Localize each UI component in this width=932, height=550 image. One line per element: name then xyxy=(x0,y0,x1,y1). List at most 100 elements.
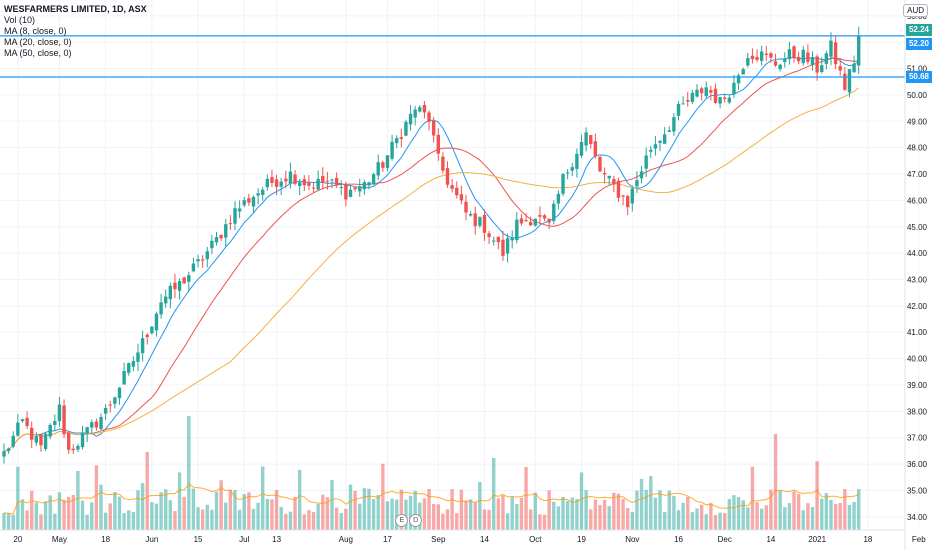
candle[interactable] xyxy=(542,213,547,222)
candles[interactable] xyxy=(2,26,861,464)
currency-button[interactable]: AUD xyxy=(903,4,928,17)
candle[interactable] xyxy=(48,423,52,440)
candle[interactable] xyxy=(727,94,732,104)
candle[interactable] xyxy=(200,255,205,268)
candle[interactable] xyxy=(829,32,833,66)
candle[interactable] xyxy=(602,167,607,184)
candle[interactable] xyxy=(214,232,219,246)
candle[interactable] xyxy=(723,94,727,103)
candle[interactable] xyxy=(672,113,676,136)
candle[interactable] xyxy=(127,362,131,376)
candle[interactable] xyxy=(321,167,325,190)
candle[interactable] xyxy=(71,444,75,454)
candle[interactable] xyxy=(408,105,413,131)
candle[interactable] xyxy=(690,89,695,105)
candle[interactable] xyxy=(584,127,588,152)
candle[interactable] xyxy=(76,443,80,453)
candle[interactable] xyxy=(237,200,242,219)
candle[interactable] xyxy=(293,170,297,186)
candle[interactable] xyxy=(570,162,574,177)
candle[interactable] xyxy=(154,311,159,337)
candle[interactable] xyxy=(473,206,477,235)
candle[interactable] xyxy=(764,45,768,62)
candle[interactable] xyxy=(431,117,436,143)
candle[interactable] xyxy=(556,190,561,210)
candle[interactable] xyxy=(824,50,829,70)
earnings-event-icon[interactable]: E xyxy=(395,514,409,527)
candle[interactable] xyxy=(801,45,805,66)
candle[interactable] xyxy=(90,419,94,435)
candle[interactable] xyxy=(145,332,149,345)
candle[interactable] xyxy=(274,174,279,196)
candle[interactable] xyxy=(164,289,168,308)
candle[interactable] xyxy=(57,396,62,427)
candle[interactable] xyxy=(704,81,708,99)
candle[interactable] xyxy=(196,254,200,268)
candle[interactable] xyxy=(450,179,454,193)
candle[interactable] xyxy=(695,84,699,98)
candle[interactable] xyxy=(233,201,237,231)
candle[interactable] xyxy=(616,177,621,202)
candle[interactable] xyxy=(136,343,140,371)
candle[interactable] xyxy=(251,195,256,213)
candle[interactable] xyxy=(746,52,750,68)
candle[interactable] xyxy=(436,128,440,161)
candle[interactable] xyxy=(787,41,792,65)
candle[interactable] xyxy=(496,236,501,250)
candle[interactable] xyxy=(792,45,796,63)
candle[interactable] xyxy=(381,160,385,172)
candle[interactable] xyxy=(247,193,251,206)
candle[interactable] xyxy=(418,105,422,113)
candle[interactable] xyxy=(242,196,246,208)
candle[interactable] xyxy=(53,414,57,431)
candle[interactable] xyxy=(524,213,528,222)
candle[interactable] xyxy=(413,106,417,126)
candle[interactable] xyxy=(94,418,99,431)
candle[interactable] xyxy=(676,101,681,121)
candle[interactable] xyxy=(699,86,704,101)
horizontal-lines[interactable] xyxy=(0,35,905,78)
candle[interactable] xyxy=(820,57,824,74)
candle[interactable] xyxy=(815,54,819,81)
candle[interactable] xyxy=(838,58,842,76)
candle[interactable] xyxy=(713,83,718,104)
candle[interactable] xyxy=(810,51,815,71)
candle[interactable] xyxy=(385,155,390,172)
candle[interactable] xyxy=(709,85,713,101)
candle[interactable] xyxy=(741,67,745,75)
candle[interactable] xyxy=(547,218,551,230)
candle[interactable] xyxy=(302,175,306,191)
candle[interactable] xyxy=(658,140,662,152)
candle[interactable] xyxy=(108,400,112,413)
candle[interactable] xyxy=(339,180,343,196)
candle[interactable] xyxy=(150,326,154,335)
price-axis[interactable]: 34.00 35.00 36.00 37.00 38.00 39.00 40.00 41.00… xyxy=(904,0,928,550)
indicator-ma8[interactable]: MA (8, close, 0) xyxy=(4,26,67,36)
candle[interactable] xyxy=(103,404,108,420)
candle[interactable] xyxy=(639,165,644,184)
candle[interactable] xyxy=(528,216,533,227)
candle[interactable] xyxy=(25,411,29,430)
candle[interactable] xyxy=(173,273,177,299)
candle[interactable] xyxy=(353,186,357,192)
candle[interactable] xyxy=(395,135,399,149)
candle[interactable] xyxy=(399,128,404,148)
candle[interactable] xyxy=(598,156,602,172)
candle[interactable] xyxy=(256,188,260,205)
candle[interactable] xyxy=(538,206,542,225)
candle[interactable] xyxy=(390,134,394,161)
candle[interactable] xyxy=(667,126,671,132)
candle[interactable] xyxy=(362,179,367,195)
candle[interactable] xyxy=(131,356,136,372)
candle[interactable] xyxy=(621,194,625,206)
candle[interactable] xyxy=(348,185,353,198)
candle[interactable] xyxy=(468,211,473,217)
candle[interactable] xyxy=(459,185,464,205)
candle[interactable] xyxy=(565,169,570,180)
candle[interactable] xyxy=(464,194,468,221)
candle[interactable] xyxy=(344,181,348,207)
candle[interactable] xyxy=(455,181,459,199)
time-axis[interactable]: 20 May 18 Jun 15 Jul 13 Aug 17 Sep 14 Oct 19 Nov 16 Dec… xyxy=(0,529,926,544)
candle[interactable] xyxy=(224,218,228,247)
candle[interactable] xyxy=(80,425,85,450)
